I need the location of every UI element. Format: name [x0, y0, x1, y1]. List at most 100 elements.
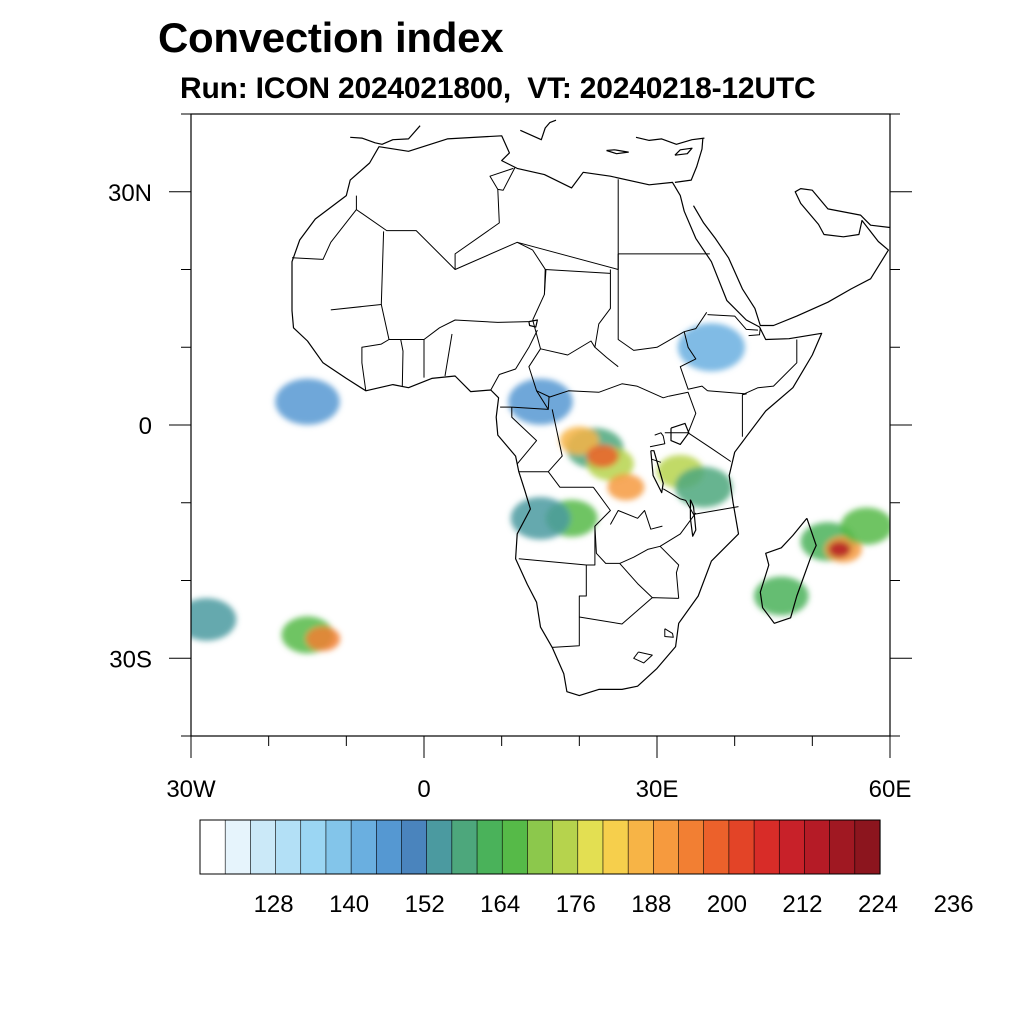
colorbar: [199, 819, 881, 875]
coastline-cyprus: [674, 147, 693, 156]
border-12: [594, 269, 619, 368]
lon-label: 60E: [869, 776, 912, 803]
colorbar-swatch: [350, 819, 377, 875]
colorbar-label: 236: [934, 891, 974, 918]
colorbar-swatch: [476, 819, 503, 875]
border-23: [679, 331, 708, 392]
colorbar-swatch: [753, 819, 780, 875]
map-title: Convection index: [158, 14, 504, 61]
colorbar-swatch: [375, 819, 403, 875]
colorbar-swatch: [602, 819, 629, 875]
border-16: [540, 340, 596, 356]
colorbar-swatch: [527, 819, 554, 875]
border-34: [547, 471, 594, 488]
border-7: [361, 339, 390, 391]
colorbar-swatch: [501, 819, 529, 875]
border-24: [707, 339, 798, 396]
border-14: [528, 319, 549, 410]
colorbar-label: 176: [556, 891, 596, 918]
border-20: [511, 407, 538, 465]
convection-cell-13: [754, 576, 809, 616]
convection-cell-2: [559, 426, 599, 455]
colorbar-label: 224: [858, 891, 898, 918]
border-32: [662, 488, 739, 515]
colorbar-swatch: [401, 819, 428, 875]
coastline-crete: [606, 149, 629, 155]
border-40: [659, 545, 680, 599]
colorbar-swatch: [577, 819, 604, 875]
convection-cell-16: [191, 598, 237, 641]
colorbar-label: 188: [631, 891, 671, 918]
colorbar-swatch: [703, 819, 730, 875]
colorbar-swatch: [199, 819, 226, 875]
colorbar-swatch: [728, 819, 755, 875]
colorbar-swatch: [451, 819, 478, 875]
border-22: [617, 253, 708, 351]
axis-tick-labels: 30N 0 30S 30W 0 30E 60E: [108, 180, 911, 803]
border-17: [536, 383, 669, 399]
lat-label: 30N: [108, 180, 152, 207]
coastline-lake-chad: [528, 319, 538, 328]
border-19: [511, 396, 550, 410]
lon-label: 30W: [166, 776, 216, 803]
colorbar-swatch: [854, 819, 881, 875]
axis-ticks: [169, 113, 912, 758]
colorbar-swatch: [426, 819, 453, 875]
colorbar-label: 140: [329, 891, 369, 918]
coastline-levant: [674, 138, 704, 183]
convection-cell-6: [510, 497, 571, 540]
colorbar-labels: 128 140 152 164 176 188 200 212 224 236: [254, 891, 974, 918]
border-29: [649, 432, 666, 448]
border-6: [444, 333, 453, 377]
convection-cell-15: [305, 626, 341, 652]
coastline-lake-malawi: [689, 499, 697, 537]
coastline-lake-victoria: [670, 422, 690, 445]
border-25: [707, 314, 759, 331]
convection-cell-17: [508, 378, 573, 425]
coastline-arabia: [692, 188, 890, 327]
colorbar-swatch: [804, 819, 831, 875]
colorbar-swatch: [250, 819, 277, 875]
border-26: [748, 327, 761, 337]
coastline-iberia-south: [350, 125, 421, 145]
convection-cell-12: [840, 507, 890, 545]
border-38: [594, 526, 620, 564]
border-42: [664, 628, 674, 638]
colorbar-label: 212: [782, 891, 822, 918]
colorbar-swatch: [627, 819, 654, 875]
colorbar-label: 164: [480, 891, 520, 918]
map-subtitle: Run: ICON 2024021800, VT: 20240218-12UTC: [180, 72, 816, 105]
lon-label: 30E: [636, 776, 679, 803]
border-35: [518, 558, 587, 648]
border-30: [651, 458, 662, 463]
colorbar-label: 152: [405, 891, 445, 918]
colorbar-swatch: [275, 819, 302, 875]
border-21: [518, 409, 563, 473]
colorbar-swatch: [300, 819, 327, 875]
border-41: [633, 651, 653, 664]
convection-field: [191, 323, 890, 654]
coastline-sicily-italy: [520, 119, 557, 141]
coastline-madagascar: [759, 517, 817, 624]
colorbar-swatch: [224, 819, 251, 875]
coastline-africa-mainland: [291, 135, 823, 697]
colorbar-swatch: [325, 819, 352, 875]
border-15: [490, 329, 538, 391]
colorbar-swatch: [678, 819, 705, 875]
convection-cell-4: [607, 474, 645, 501]
convection-cell-8: [675, 466, 733, 508]
border-1: [291, 195, 357, 260]
border-27: [668, 391, 732, 462]
border-36: [579, 597, 679, 625]
colorbar-frame: [199, 819, 881, 875]
lat-label: 0: [139, 413, 152, 440]
lat-label: 30S: [109, 646, 152, 673]
colorbar-swatch: [653, 819, 680, 875]
colorbar-swatch: [829, 819, 856, 875]
border-39: [619, 563, 653, 598]
convection-cell-11: [828, 541, 851, 558]
border-13: [543, 269, 611, 295]
convection-cell-3: [586, 444, 619, 468]
colorbar-label: 128: [254, 891, 294, 918]
